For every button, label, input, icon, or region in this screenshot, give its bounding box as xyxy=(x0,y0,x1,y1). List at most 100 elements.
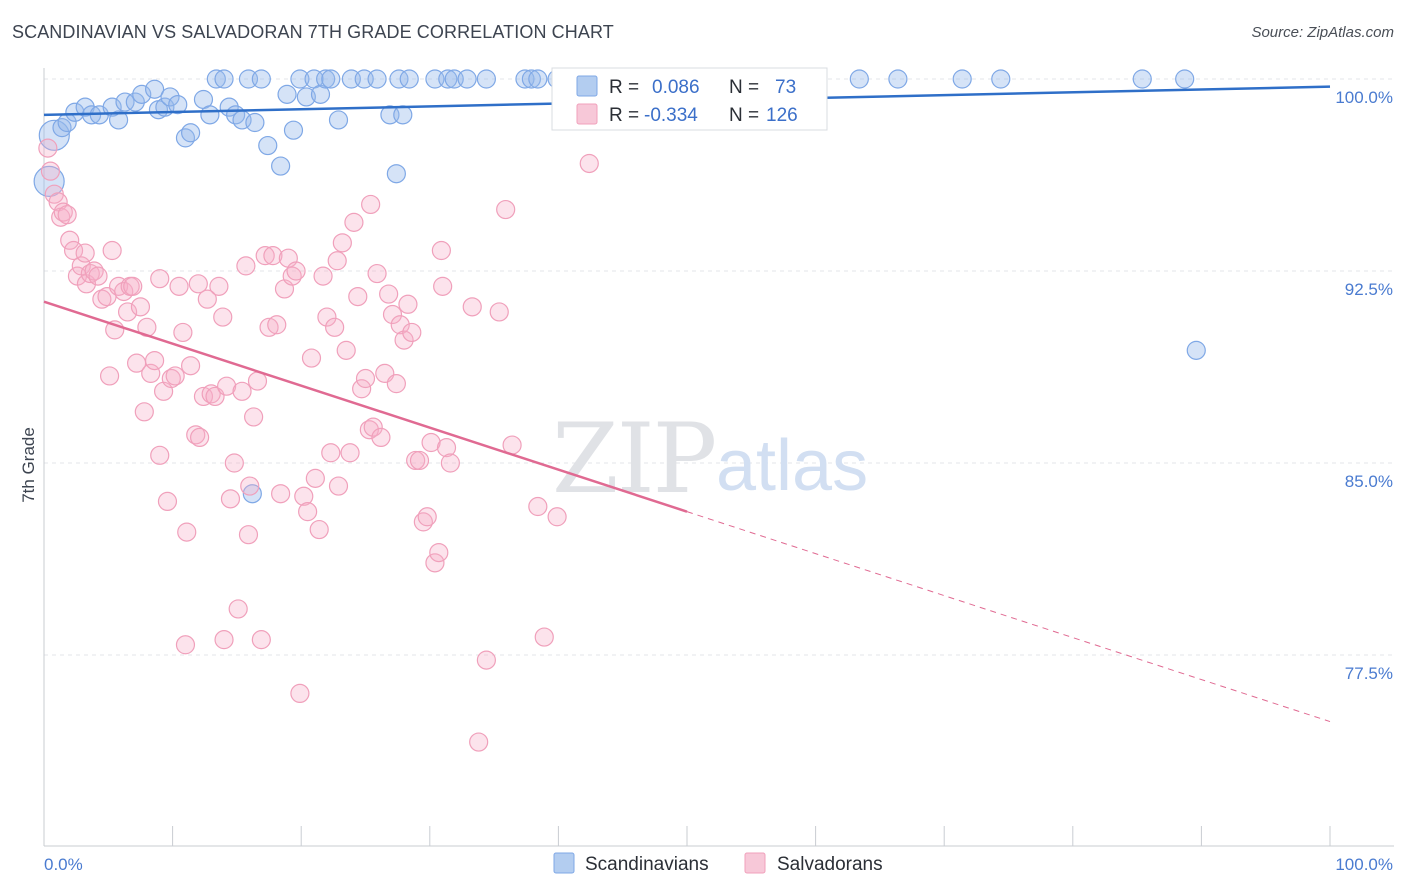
data-point xyxy=(251,69,271,89)
data-point xyxy=(547,507,567,527)
data-point xyxy=(206,69,226,89)
data-point xyxy=(209,276,229,296)
series-salvadorans xyxy=(38,138,599,752)
data-point xyxy=(317,307,337,327)
data-point xyxy=(40,161,61,181)
data-point xyxy=(115,92,135,112)
data-point xyxy=(57,205,77,225)
data-point xyxy=(476,69,496,89)
data-point xyxy=(60,230,80,250)
data-point xyxy=(431,240,451,261)
legend-n-value-1: 73 xyxy=(775,77,796,98)
data-point xyxy=(309,519,329,540)
legend-n-value-2: 126 xyxy=(766,105,798,126)
data-point xyxy=(277,84,297,104)
data-point xyxy=(75,243,95,263)
data-point xyxy=(296,87,316,107)
data-point xyxy=(438,69,458,89)
data-point xyxy=(102,240,122,261)
data-point xyxy=(271,484,291,504)
legend-r-value-1: 0.086 xyxy=(652,77,700,98)
data-point xyxy=(224,453,244,473)
data-point xyxy=(232,381,252,401)
data-point xyxy=(1132,69,1152,89)
data-point xyxy=(361,194,381,215)
data-point xyxy=(528,69,548,89)
data-point xyxy=(294,486,314,506)
legend-r-value-2: -0.334 xyxy=(644,105,698,126)
data-point xyxy=(399,69,419,89)
data-point xyxy=(413,512,433,532)
watermark-zip: ZIP xyxy=(552,403,715,515)
data-point xyxy=(144,79,165,99)
data-point xyxy=(134,402,154,422)
data-point xyxy=(379,284,399,304)
data-point xyxy=(290,69,310,89)
data-point xyxy=(150,269,170,289)
data-point xyxy=(476,650,496,670)
data-point xyxy=(367,69,387,89)
data-point xyxy=(259,317,279,337)
watermark-atlas: atlas xyxy=(716,426,868,506)
data-point xyxy=(181,356,201,376)
data-point xyxy=(344,212,364,232)
y-axis-label: 7th Grade xyxy=(19,427,38,503)
data-point xyxy=(197,289,217,309)
data-point xyxy=(150,445,170,465)
data-point xyxy=(363,417,383,437)
data-point xyxy=(849,69,869,89)
legend-n-label-1: N = xyxy=(729,77,759,98)
data-point xyxy=(457,69,477,89)
data-point xyxy=(213,307,233,327)
data-point xyxy=(534,627,554,647)
y-tick-labels: 100.0% 92.5% 85.0% 77.5% xyxy=(1335,88,1393,683)
data-point xyxy=(1175,69,1195,89)
data-point xyxy=(440,453,460,473)
data-point xyxy=(38,138,58,158)
data-point xyxy=(352,379,372,399)
y-tick-label: 92.5% xyxy=(1345,280,1393,299)
data-point xyxy=(88,266,108,286)
data-point xyxy=(390,315,410,335)
data-point xyxy=(528,496,548,517)
data-point xyxy=(389,69,409,89)
data-point xyxy=(258,135,278,156)
data-point xyxy=(228,599,248,619)
data-point xyxy=(130,297,151,317)
data-point xyxy=(236,256,256,276)
data-point xyxy=(175,128,196,148)
y-tick-label: 85.0% xyxy=(1345,472,1393,491)
legend-n-label-2: N = xyxy=(729,105,759,126)
data-point xyxy=(327,251,347,271)
data-point xyxy=(340,443,360,463)
data-point xyxy=(382,304,403,325)
data-point xyxy=(188,274,208,294)
data-point xyxy=(429,542,449,563)
data-point xyxy=(193,386,214,407)
data-point xyxy=(255,246,275,266)
data-point xyxy=(991,69,1011,89)
data-point xyxy=(125,92,145,112)
data-point xyxy=(290,683,310,704)
data-point xyxy=(157,491,178,511)
bottom-legend-label-salvadorans: Salvadorans xyxy=(777,854,883,875)
data-point xyxy=(301,348,322,368)
data-point xyxy=(123,276,143,296)
data-point xyxy=(286,261,306,281)
data-point xyxy=(263,246,283,266)
data-point xyxy=(579,153,599,174)
data-point xyxy=(298,502,318,522)
data-point xyxy=(190,427,210,447)
data-point xyxy=(63,240,84,261)
bottom-legend-swatch-salvadorans xyxy=(744,852,766,874)
bottom-legend-label-scandinavians: Scandinavians xyxy=(585,854,709,875)
data-point xyxy=(952,69,972,89)
data-point xyxy=(321,443,341,463)
data-point xyxy=(220,489,241,509)
watermark: ZIP atlas xyxy=(552,403,868,515)
data-point xyxy=(496,199,516,220)
data-point xyxy=(332,233,352,253)
data-point xyxy=(242,484,262,504)
data-point xyxy=(325,317,345,337)
data-point xyxy=(393,105,413,125)
